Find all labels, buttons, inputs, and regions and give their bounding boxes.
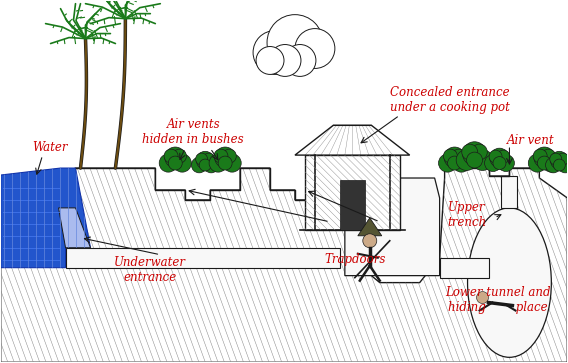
Polygon shape — [59, 208, 90, 248]
Polygon shape — [1, 168, 90, 268]
Circle shape — [471, 144, 487, 160]
Circle shape — [448, 156, 462, 170]
Circle shape — [199, 159, 211, 171]
Circle shape — [462, 144, 478, 160]
Circle shape — [267, 15, 323, 70]
Bar — [340, 180, 365, 230]
Circle shape — [557, 153, 568, 165]
Circle shape — [203, 153, 215, 165]
Circle shape — [218, 156, 232, 170]
Polygon shape — [345, 178, 440, 276]
Text: Lower tunnel and
hiding        place: Lower tunnel and hiding place — [445, 286, 550, 314]
Circle shape — [284, 45, 316, 76]
Bar — [305, 155, 400, 230]
Polygon shape — [358, 218, 382, 236]
Circle shape — [173, 149, 186, 163]
Text: Concealed entrance
under a cooking pot: Concealed entrance under a cooking pot — [390, 86, 509, 114]
Circle shape — [203, 157, 219, 173]
Circle shape — [256, 46, 284, 74]
Circle shape — [214, 149, 228, 163]
Circle shape — [438, 154, 457, 172]
Circle shape — [209, 154, 227, 172]
Circle shape — [452, 149, 466, 163]
Ellipse shape — [467, 208, 552, 357]
Polygon shape — [65, 248, 340, 268]
Circle shape — [545, 157, 561, 173]
Circle shape — [223, 154, 241, 172]
Circle shape — [173, 154, 191, 172]
Polygon shape — [1, 168, 567, 362]
Text: Trapdoors: Trapdoors — [324, 253, 386, 266]
Circle shape — [541, 149, 556, 163]
Circle shape — [533, 149, 547, 163]
Polygon shape — [502, 176, 517, 208]
Circle shape — [550, 151, 568, 169]
Circle shape — [453, 154, 471, 172]
Circle shape — [456, 150, 477, 171]
Polygon shape — [440, 258, 490, 278]
Circle shape — [498, 155, 515, 171]
Circle shape — [165, 147, 186, 168]
Circle shape — [295, 29, 335, 69]
Circle shape — [493, 156, 506, 170]
Circle shape — [466, 152, 482, 168]
Circle shape — [444, 147, 465, 168]
Circle shape — [550, 153, 562, 165]
Circle shape — [191, 157, 207, 173]
Circle shape — [269, 45, 301, 76]
Circle shape — [168, 156, 182, 170]
Circle shape — [164, 149, 178, 163]
Circle shape — [222, 149, 236, 163]
Circle shape — [215, 147, 236, 168]
Circle shape — [462, 142, 487, 166]
Circle shape — [537, 156, 552, 170]
Circle shape — [497, 150, 510, 163]
Circle shape — [534, 147, 555, 168]
Text: Air vents
hidden in bushes: Air vents hidden in bushes — [143, 118, 244, 146]
Circle shape — [553, 159, 565, 171]
Circle shape — [485, 155, 502, 171]
Circle shape — [444, 149, 457, 163]
Circle shape — [363, 234, 377, 248]
Circle shape — [489, 150, 502, 163]
Circle shape — [558, 157, 568, 173]
Text: Air vent: Air vent — [507, 134, 554, 147]
Polygon shape — [295, 125, 410, 155]
Circle shape — [159, 154, 177, 172]
Text: Upper
trench: Upper trench — [448, 201, 487, 229]
Circle shape — [196, 151, 214, 169]
Text: Water: Water — [32, 140, 68, 154]
Circle shape — [195, 153, 207, 165]
Circle shape — [490, 148, 509, 168]
Circle shape — [542, 154, 561, 172]
Text: Underwater
entrance: Underwater entrance — [114, 256, 186, 284]
Circle shape — [528, 154, 546, 172]
Circle shape — [253, 30, 297, 74]
Circle shape — [472, 150, 493, 171]
Circle shape — [477, 291, 488, 303]
